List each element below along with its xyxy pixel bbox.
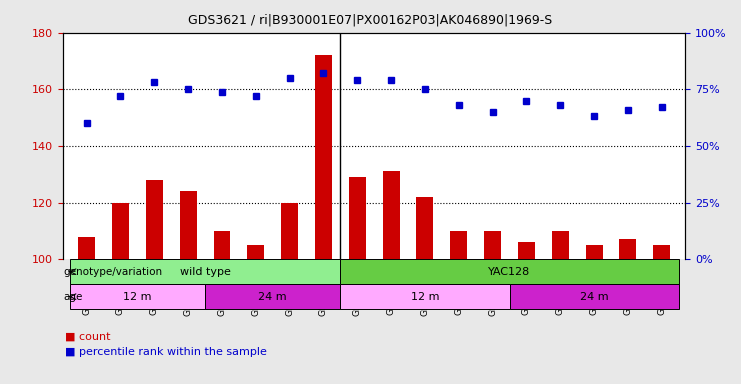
Bar (180, 191, 196, 259)
Bar (70, 259, 340, 284)
Bar (619, 240, 637, 259)
Bar (585, 245, 602, 259)
Text: genotype/variation: genotype/variation (63, 267, 162, 277)
Bar (213, 231, 230, 259)
Text: ■ count: ■ count (65, 332, 110, 342)
Bar (654, 245, 670, 259)
Bar (340, 259, 679, 284)
Text: 24 m: 24 m (259, 292, 287, 302)
Bar (484, 231, 501, 259)
Bar (247, 245, 265, 259)
Text: age: age (63, 292, 83, 302)
Text: wild type: wild type (179, 267, 230, 277)
Bar (340, 284, 510, 309)
Bar (146, 180, 163, 259)
Bar (281, 203, 298, 259)
Bar (382, 171, 399, 259)
Text: 12 m: 12 m (123, 292, 152, 302)
Text: ■ percentile rank within the sample: ■ percentile rank within the sample (65, 347, 267, 357)
Bar (112, 203, 129, 259)
Text: YAC128: YAC128 (488, 267, 531, 277)
Bar (451, 231, 468, 259)
Bar (349, 177, 366, 259)
Bar (79, 237, 95, 259)
Bar (315, 55, 332, 259)
Bar (416, 197, 433, 259)
Text: GDS3621 / ri|B930001E07|PX00162P03|AK046890|1969-S: GDS3621 / ri|B930001E07|PX00162P03|AK046… (188, 13, 553, 26)
Bar (70, 284, 205, 309)
Bar (552, 231, 569, 259)
Text: 12 m: 12 m (411, 292, 439, 302)
Bar (518, 242, 535, 259)
Bar (205, 284, 340, 309)
Text: 24 m: 24 m (579, 292, 608, 302)
Bar (510, 284, 679, 309)
